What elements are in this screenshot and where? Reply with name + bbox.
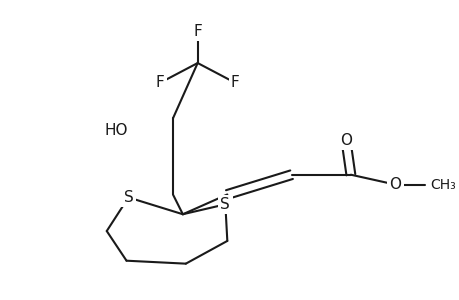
Text: F: F [193,24,202,39]
Text: HO: HO [105,123,128,138]
Text: CH₃: CH₃ [429,178,455,192]
Text: O: O [388,177,400,192]
Text: F: F [156,75,164,90]
Text: O: O [339,133,351,148]
Text: S: S [123,190,133,205]
Text: S: S [220,197,230,212]
Text: F: F [230,75,239,90]
